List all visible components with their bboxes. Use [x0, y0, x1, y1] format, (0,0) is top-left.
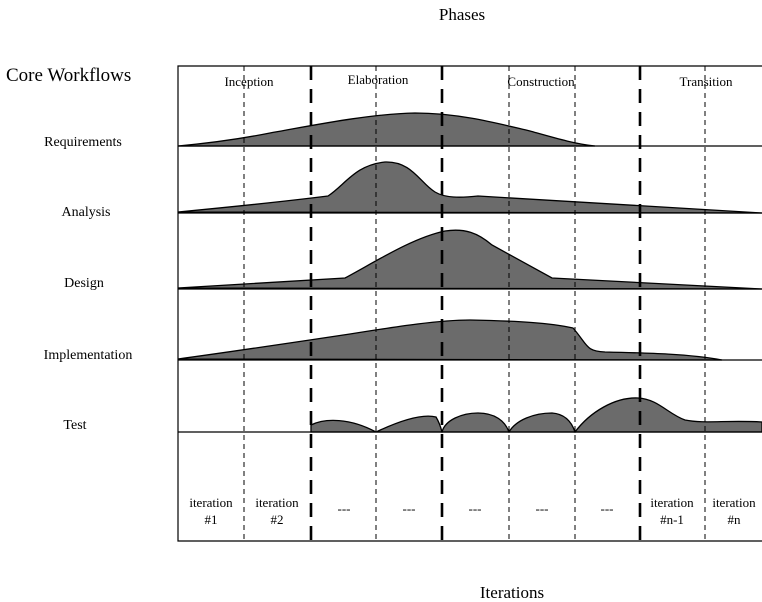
iteration-n-1-label: iteration — [650, 495, 694, 510]
test-curve-4 — [507, 412, 576, 433]
iteration-placeholder: --- — [469, 501, 482, 516]
test-curve-2 — [375, 415, 443, 433]
phase-elaboration: Elaboration — [348, 72, 409, 87]
workflow-requirements: Requirements — [44, 135, 122, 150]
iteration-placeholder: --- — [338, 501, 351, 516]
phase-transition: Transition — [680, 74, 733, 89]
diagram-frame — [177, 65, 762, 542]
implementation-curve — [177, 319, 723, 361]
workflow-implementation: Implementation — [44, 348, 133, 363]
iteration-n-1-number: #n-1 — [660, 512, 684, 527]
iteration-2-label: iteration — [255, 495, 299, 510]
iteration-n-number: #n — [728, 512, 742, 527]
iteration-1-number: #1 — [205, 512, 218, 527]
requirements-curve — [177, 112, 596, 147]
iteration-placeholder: --- — [601, 501, 614, 516]
workflow-design: Design — [64, 276, 104, 291]
workflow-test: Test — [63, 418, 86, 433]
test-curve-1 — [310, 419, 377, 433]
test-curve-5 — [573, 397, 762, 433]
phases-title: Phases — [439, 5, 485, 24]
iteration-n-label: iteration — [712, 495, 756, 510]
test-curve-3 — [441, 412, 510, 433]
phase-inception: Inception — [224, 74, 274, 89]
iterations-title: Iterations — [480, 583, 544, 602]
iteration-placeholder: --- — [403, 501, 416, 516]
iteration-placeholder: --- — [536, 501, 549, 516]
analysis-curve — [177, 161, 762, 214]
workflow-analysis: Analysis — [62, 205, 111, 220]
design-curve — [177, 229, 762, 290]
iteration-1-label: iteration — [189, 495, 233, 510]
iteration-2-number: #2 — [271, 512, 284, 527]
phase-construction: Construction — [507, 74, 575, 89]
core-workflows-title: Core Workflows — [6, 65, 131, 86]
